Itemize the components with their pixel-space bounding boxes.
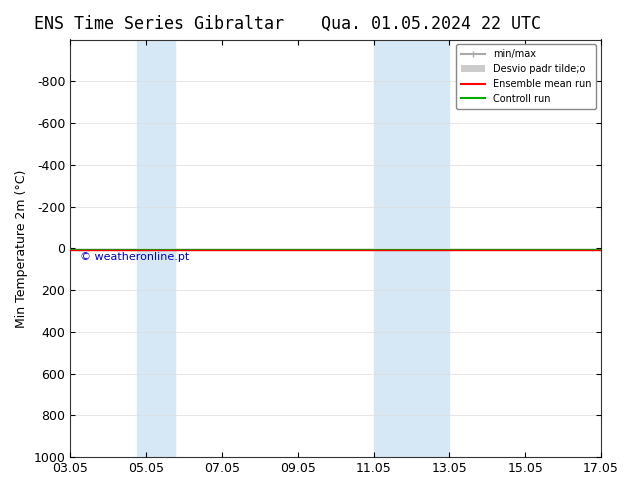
Text: © weatheronline.pt: © weatheronline.pt — [80, 252, 189, 263]
Legend: min/max, Desvio padr tilde;o, Ensemble mean run, Controll run: min/max, Desvio padr tilde;o, Ensemble m… — [456, 45, 596, 109]
Bar — [373, 40, 450, 457]
Bar — [137, 40, 174, 457]
Text: ENS Time Series Gibraltar: ENS Time Series Gibraltar — [34, 15, 283, 33]
Text: Qua. 01.05.2024 22 UTC: Qua. 01.05.2024 22 UTC — [321, 15, 541, 33]
Y-axis label: Min Temperature 2m (°C): Min Temperature 2m (°C) — [15, 169, 28, 327]
